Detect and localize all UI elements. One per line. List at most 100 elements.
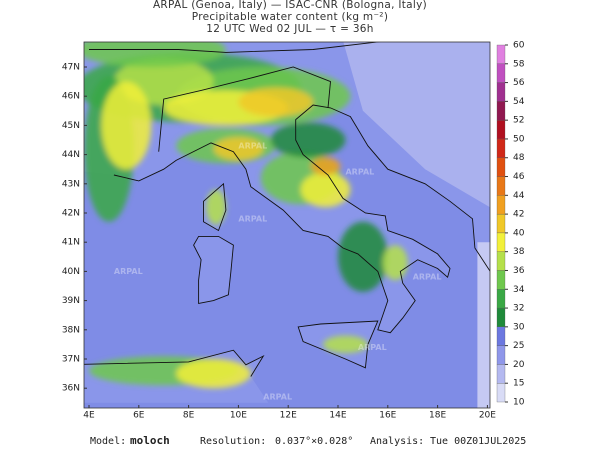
colorbar-segment bbox=[496, 63, 506, 83]
header-line: 12 UTC Wed 02 JUL — τ = 36h bbox=[206, 23, 374, 35]
moisture-blob bbox=[310, 157, 341, 176]
colorbar-label: 42 bbox=[513, 210, 524, 220]
map-area: ARPAL ARPAL ARPAL ARPAL ARPAL ARPAL ARPAL bbox=[84, 42, 490, 408]
colorbar-label: 44 bbox=[513, 191, 525, 201]
colorbar-label: 60 bbox=[513, 41, 525, 51]
colorbar-segment bbox=[496, 82, 506, 102]
colorbar-segment bbox=[496, 138, 506, 158]
colorbar-label: 38 bbox=[513, 247, 525, 257]
colorbar-label: 34 bbox=[513, 285, 525, 295]
colorbar-segment bbox=[496, 232, 506, 252]
colorbar-label: 46 bbox=[513, 172, 525, 182]
colorbar-label: 36 bbox=[513, 266, 525, 276]
balkan-tint bbox=[343, 42, 490, 208]
colorbar: 10 15 20 25 30 32 34 36 38 40 42 44 46 48 50 52 54 56 58 60 bbox=[496, 41, 525, 408]
lat-label: 44N bbox=[62, 150, 80, 160]
footer-value: moloch bbox=[130, 434, 170, 447]
colorbar-segment bbox=[496, 364, 506, 384]
colorbar-label: 50 bbox=[513, 134, 525, 144]
moisture-blob bbox=[176, 359, 251, 389]
lat-label: 37N bbox=[62, 355, 80, 365]
colorbar-segment bbox=[496, 195, 506, 215]
header-line: ARPAL (Genoa, Italy) — ISAC-CNR (Bologna… bbox=[153, 0, 427, 11]
colorbar-label: 25 bbox=[513, 341, 524, 351]
colorbar-label: 58 bbox=[513, 59, 525, 69]
lat-label: 40N bbox=[62, 267, 80, 277]
lat-label: 38N bbox=[62, 325, 80, 335]
moisture-blob bbox=[238, 87, 314, 117]
lat-label: 45N bbox=[62, 121, 80, 131]
lat-label: 47N bbox=[62, 63, 80, 73]
colorbar-segment bbox=[496, 307, 506, 327]
footer-label: Analysis: bbox=[370, 436, 424, 447]
lat-label: 41N bbox=[62, 238, 80, 248]
moisture-blob bbox=[84, 42, 226, 67]
watermark: ARPAL bbox=[263, 392, 292, 401]
watermark: ARPAL bbox=[238, 214, 267, 223]
lat-label: 43N bbox=[62, 179, 80, 189]
colorbar-label: 40 bbox=[513, 228, 525, 238]
colorbar-segment bbox=[496, 176, 506, 196]
colorbar-segment bbox=[496, 101, 506, 121]
coastline bbox=[203, 182, 227, 232]
colorbar-segment bbox=[496, 383, 506, 403]
lon-label: 14E bbox=[329, 411, 346, 421]
border bbox=[89, 42, 381, 53]
lon-label: 18E bbox=[429, 411, 446, 421]
header-line: Precipitable water content (kg m⁻²) bbox=[192, 11, 388, 23]
lon-label: 10E bbox=[230, 411, 247, 421]
land-area bbox=[193, 236, 234, 304]
watermark: ARPAL bbox=[114, 267, 143, 276]
colorbar-segment bbox=[496, 44, 506, 64]
moisture-blob bbox=[270, 122, 346, 158]
moisture-blob bbox=[101, 81, 152, 170]
lon-label: 8E bbox=[183, 411, 195, 421]
east-tint bbox=[477, 242, 490, 408]
footer-value: 0.037°×0.028° bbox=[275, 436, 353, 447]
colorbar-label: 32 bbox=[513, 304, 524, 314]
lat-label: 42N bbox=[62, 209, 80, 219]
moisture-blob bbox=[300, 172, 351, 208]
lon-label: 6E bbox=[133, 411, 145, 421]
colorbar-label: 15 bbox=[513, 379, 524, 389]
coastline bbox=[193, 235, 234, 305]
lon-label: 4E bbox=[83, 411, 95, 421]
footer-label: Model: bbox=[90, 436, 126, 447]
colorbar-label: 10 bbox=[513, 398, 525, 408]
colorbar-label: 54 bbox=[513, 97, 525, 107]
colorbar-segment bbox=[496, 251, 506, 271]
moisture-blob bbox=[206, 189, 226, 225]
watermark: ARPAL bbox=[238, 141, 267, 150]
map-frame bbox=[83, 41, 491, 409]
colorbar-label: 48 bbox=[513, 153, 525, 163]
colorbar-segment bbox=[496, 120, 506, 140]
coastline bbox=[84, 349, 265, 377]
lon-label: 20E bbox=[479, 411, 496, 421]
coastline bbox=[297, 320, 379, 369]
moisture-blob bbox=[213, 137, 264, 161]
watermark: ARPAL bbox=[413, 273, 442, 282]
colorbar-label: 30 bbox=[513, 322, 525, 332]
lat-label: 39N bbox=[62, 296, 80, 306]
coastline bbox=[113, 104, 490, 334]
lat-label: 36N bbox=[62, 384, 80, 394]
lat-label: 46N bbox=[62, 92, 80, 102]
colorbar-label: 52 bbox=[513, 116, 524, 126]
lon-label: 12E bbox=[280, 411, 297, 421]
colorbar-label: 56 bbox=[513, 78, 525, 88]
colorbar-segment bbox=[496, 289, 506, 309]
colorbar-label: 20 bbox=[513, 360, 525, 370]
watermark: ARPAL bbox=[358, 343, 387, 352]
moisture-blob bbox=[323, 335, 368, 354]
colorbar-segment bbox=[496, 345, 506, 365]
colorbar-segment bbox=[496, 213, 506, 234]
colorbar-segment bbox=[496, 157, 506, 177]
watermark: ARPAL bbox=[345, 168, 374, 177]
lon-label: 16E bbox=[379, 411, 396, 421]
footer-label: Resolution: bbox=[200, 436, 266, 447]
moisture-blob bbox=[382, 245, 408, 281]
moisture-blob bbox=[338, 221, 388, 292]
footer-value: Tue 00Z01JUL2025 bbox=[430, 436, 526, 447]
colorbar-segment bbox=[496, 270, 506, 290]
